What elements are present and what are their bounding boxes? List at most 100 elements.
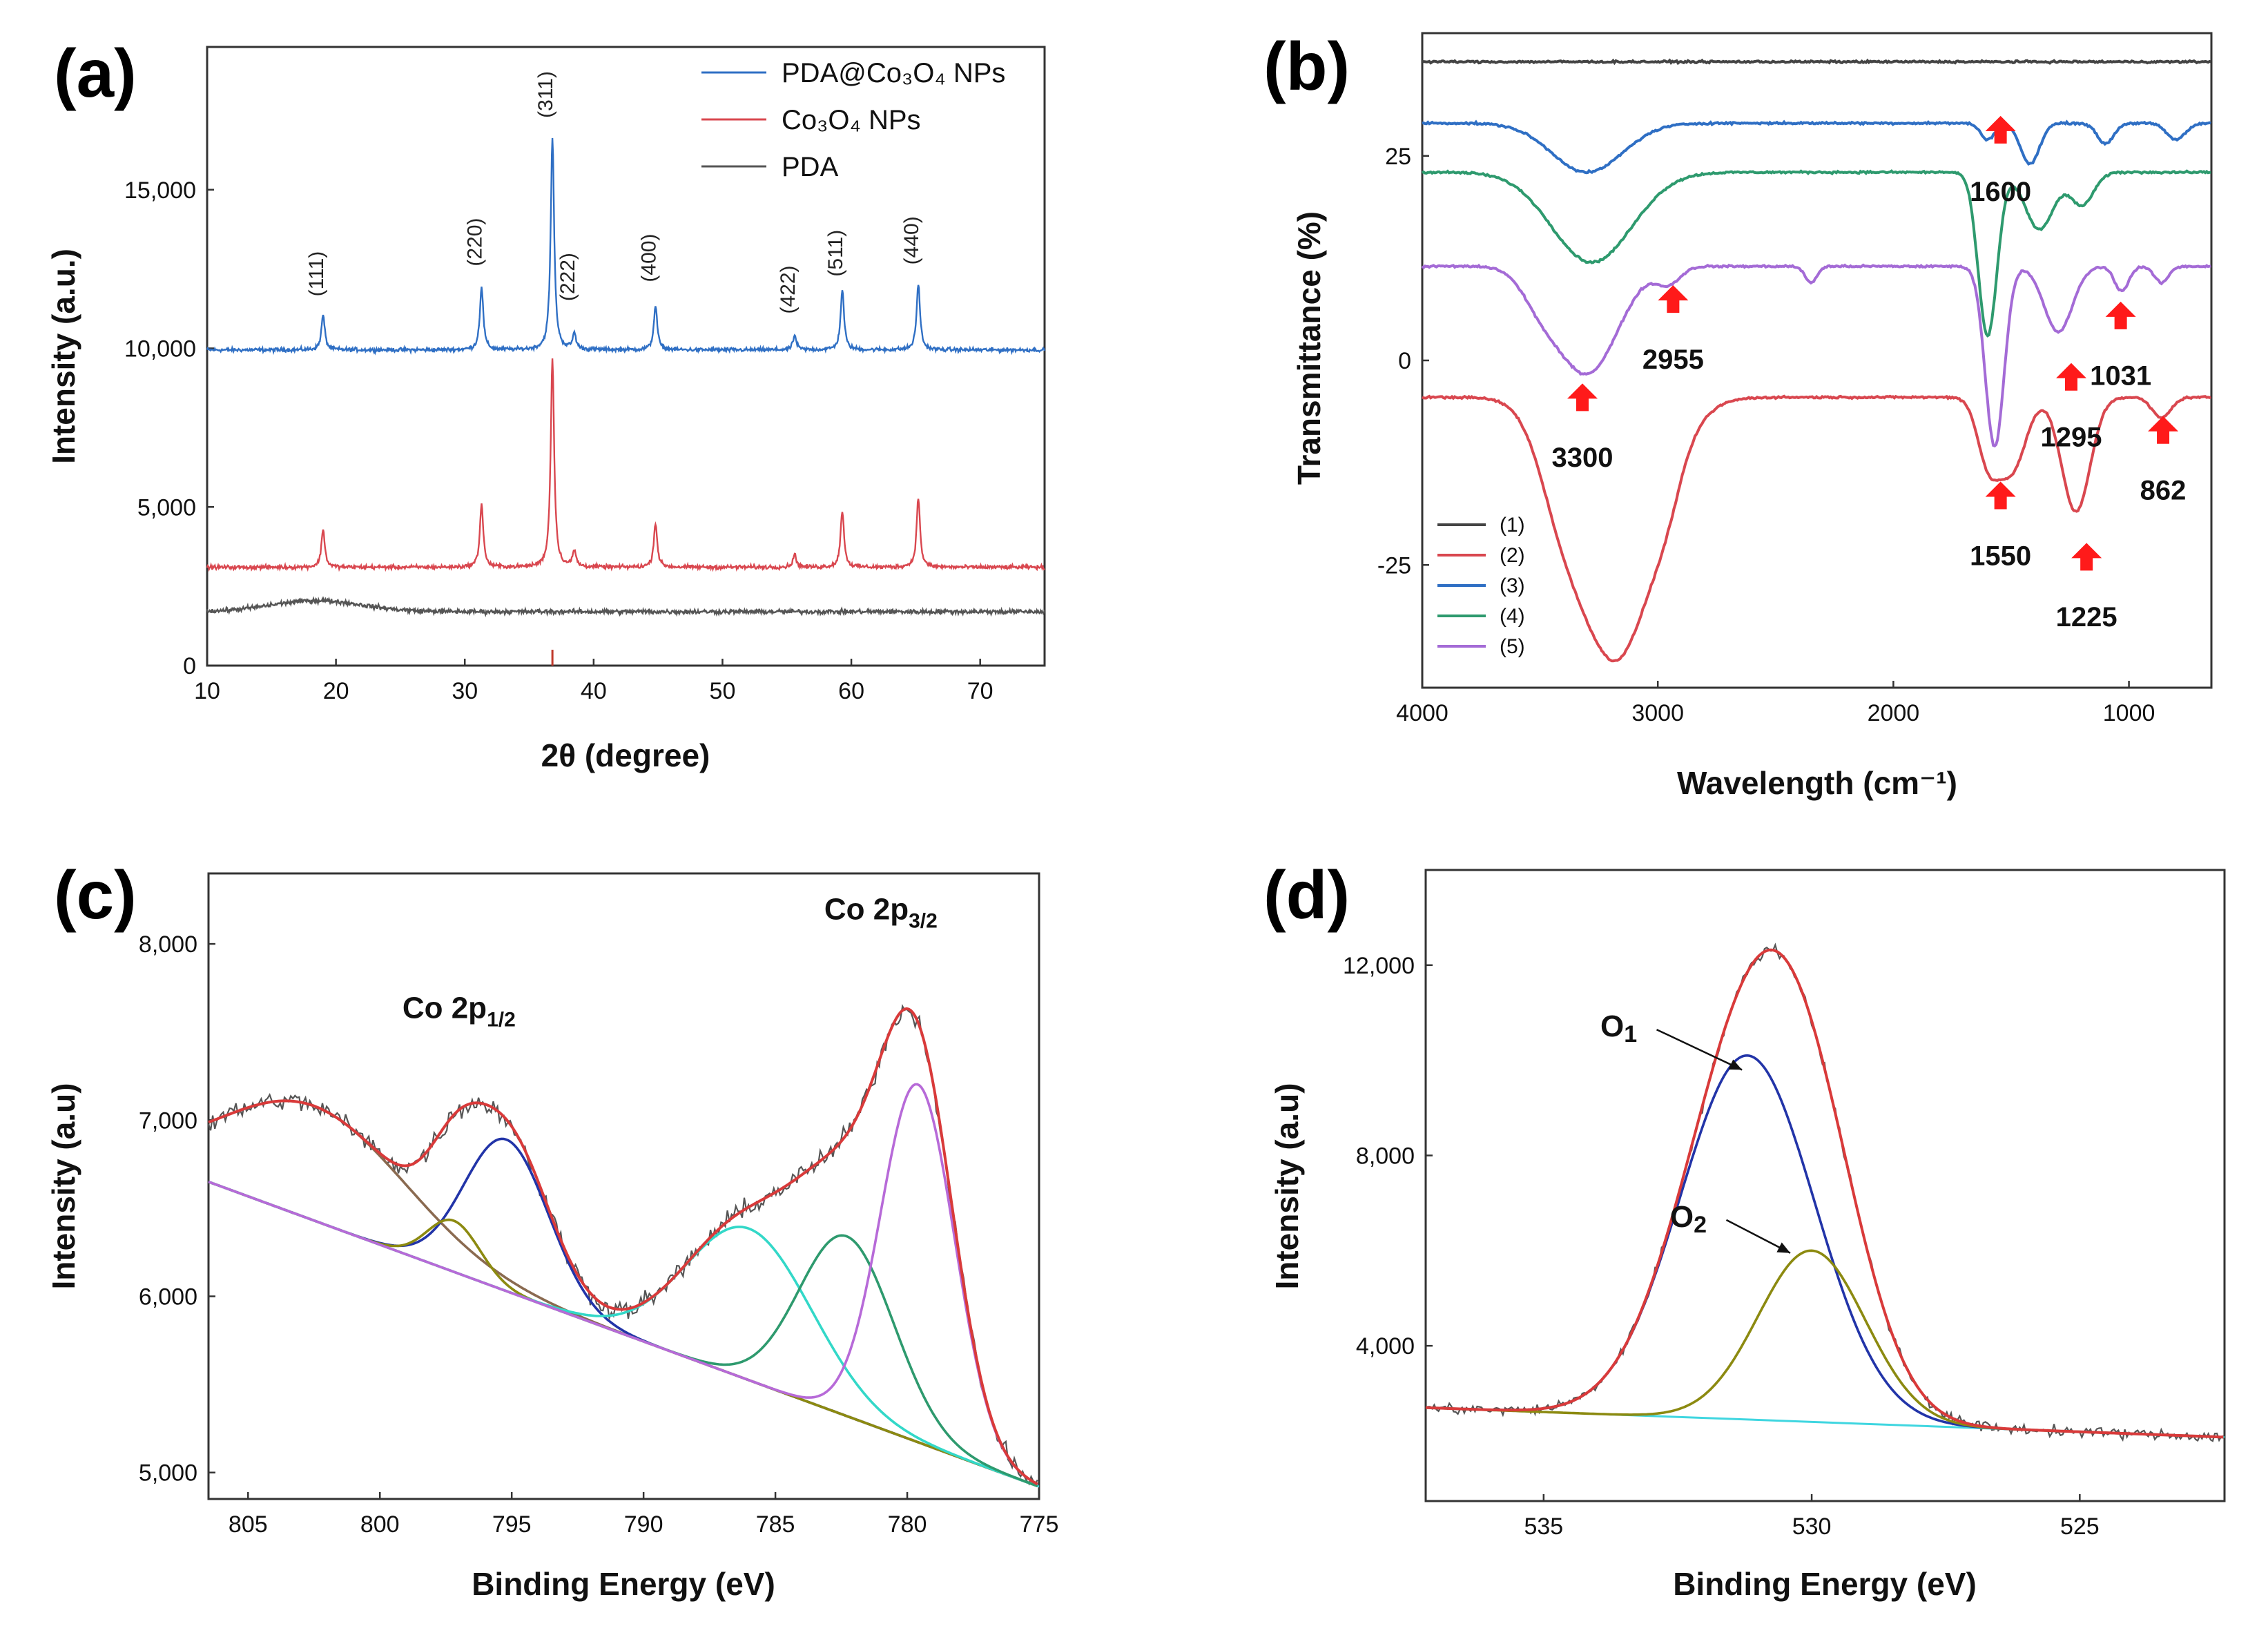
chart-b-series-line: [1421, 263, 2211, 448]
chart-a: (a) 10 20 30 40 50 60 70 0 5,000 10,000 15,000 (11…: [46, 35, 1046, 773]
chart-a-x-axis-title: 2θ (degree): [541, 737, 710, 773]
chart-c-x-tick-label: 800: [360, 1511, 400, 1538]
chart-a-legend-label: PDA@Co₃O₄ NPs: [782, 58, 1005, 88]
chart-c-component-line: [208, 1083, 1038, 1486]
chart-c-frame: [207, 872, 1040, 1500]
chart-b-y-tick-label: 25: [1385, 144, 1411, 170]
chart-a-frame: [206, 46, 1046, 667]
chart-b-series-line: [1422, 119, 2212, 175]
chart-b-y-tick-label: -25: [1377, 552, 1411, 579]
chart-c-x-tick-label: 795: [492, 1511, 532, 1538]
chart-d-y-tick-label: 8,000: [1356, 1143, 1415, 1169]
chart-a-x-tick-label: 20: [323, 678, 349, 704]
chart-b-annotation-label: 1031: [2090, 361, 2151, 391]
chart-c-raw-data-line: [207, 1004, 1038, 1486]
chart-b-legend-label: (4): [1500, 605, 1525, 628]
chart-c-x-tick-label: 785: [756, 1511, 795, 1538]
chart-a-series-line: [206, 137, 1046, 356]
chart-b-y-tick-label: 0: [1398, 348, 1411, 374]
chart-c-peak-annotation-text: Co 2p: [824, 892, 909, 926]
chart-c-peak-annotation: Co 2p3/2: [824, 892, 938, 932]
chart-a-y-tick-label: 10,000: [124, 336, 196, 362]
chart-a-peak-label: (511): [824, 230, 847, 277]
panel-label-d: (d): [1263, 857, 1350, 933]
chart-d-peak-annotation: O2: [1670, 1200, 1707, 1238]
chart-d-y-axis-title: Intensity (a.u): [1269, 1083, 1305, 1289]
chart-d-peak-annotation-subscript: 1: [1624, 1021, 1637, 1047]
chart-d-x-axis-title: Binding Energy (eV): [1673, 1566, 1977, 1602]
chart-b-annotation-label: 3300: [1552, 443, 1613, 473]
chart-d-y-tick-label: 12,000: [1343, 953, 1415, 979]
chart-a-peak-label: (220): [463, 218, 486, 267]
chart-b-legend: (1) (2) (3) (4) (5): [1437, 514, 1525, 658]
panel-label-c: (c): [54, 857, 137, 933]
chart-a-peak-label: (222): [556, 253, 579, 301]
chart-a-x-tick-label: 70: [967, 678, 994, 704]
chart-a-x-tick-label: 40: [581, 678, 607, 704]
chart-c-y-axis-title: Intensity (a.u): [46, 1083, 81, 1289]
chart-c-fit-envelope-line: [208, 1007, 1038, 1486]
chart-b-annotation-label: 1550: [1970, 541, 2031, 571]
chart-a-y-tick-label: 5,000: [137, 494, 196, 521]
chart-c-x-tick-label: 790: [624, 1511, 663, 1538]
chart-a-peak-label: (440): [900, 216, 923, 264]
chart-b-legend-label: (3): [1500, 574, 1525, 597]
chart-b-y-axis-title: Transmittance (%): [1291, 211, 1327, 485]
chart-a-peak-label: (422): [777, 265, 799, 313]
chart-a-y-tick-label: 0: [183, 653, 196, 679]
chart-a-peak-label: (400): [637, 234, 660, 282]
chart-d-peak-annotation-text: O: [1600, 1009, 1624, 1043]
chart-d-peak-annotation: O1: [1600, 1009, 1637, 1047]
chart-c-peak-annotation-subscript: 3/2: [909, 909, 938, 932]
chart-a-legend: PDA@Co₃O₄ NPs Co₃O₄ NPs PDA: [701, 58, 1005, 182]
chart-b-x-axis-title: Wavelength (cm⁻¹): [1677, 765, 1957, 801]
chart-b-annotation-arrow: [2148, 416, 2179, 444]
chart-a-y-tick-label: 15,000: [124, 177, 196, 204]
chart-b-annotation-label: 1600: [1970, 177, 2031, 207]
chart-d-annotation-arrow-line: [1656, 1029, 1743, 1071]
chart-c-x-axis-title: Binding Energy (eV): [472, 1566, 775, 1602]
chart-b-legend-label: (2): [1500, 544, 1525, 567]
panel-label-b: (b): [1263, 28, 1350, 104]
chart-d-annotation-arrow-head: [1776, 1242, 1791, 1253]
chart-c-x-tick-label: 775: [1020, 1511, 1059, 1538]
chart-b-annotation-arrow: [1567, 383, 1598, 412]
chart-a-x-tick-label: 60: [838, 678, 864, 704]
chart-d-frame: [1424, 869, 2226, 1502]
chart-b-legend-label: (1): [1500, 514, 1525, 536]
chart-d-x-tick-label: 535: [1524, 1513, 1563, 1540]
chart-d-annotation-arrow-head: [1728, 1059, 1743, 1070]
chart-d-peak-annotation-subscript: 2: [1694, 1212, 1707, 1238]
chart-d-raw-data-line: [1425, 942, 2224, 1442]
chart-c-peak-annotation: Co 2p1/2: [403, 991, 516, 1031]
chart-d-x-tick-label: 525: [2060, 1513, 2100, 1540]
chart-b-annotation-arrow: [2071, 543, 2102, 571]
chart-b-x-tick-label: 4000: [1396, 700, 1448, 726]
chart-b-annotation-label: 862: [2140, 475, 2187, 505]
chart-d-x-tick-label: 530: [1792, 1513, 1832, 1540]
chart-a-legend-label: PDA: [782, 152, 839, 182]
chart-a-x-tick-label: 50: [710, 678, 736, 704]
chart-d-y-tick-label: 4,000: [1356, 1333, 1415, 1360]
chart-b-annotation-arrow: [2105, 301, 2136, 329]
chart-a-peak-label: (111): [305, 251, 328, 297]
chart-a-legend-label: Co₃O₄ NPs: [782, 105, 921, 135]
chart-b-series-line: [1422, 394, 2211, 663]
chart-d-peak-annotation-text: O: [1670, 1200, 1694, 1234]
chart-a-x-tick-label: 10: [194, 678, 220, 704]
chart-c-y-tick-label: 7,000: [139, 1107, 197, 1134]
chart-d-component-line: [1425, 1054, 2224, 1439]
chart-b-series-line: [1422, 58, 2211, 66]
chart-a-peak-label: (311): [534, 71, 557, 118]
chart-b-annotation-arrow: [2055, 362, 2086, 391]
chart-b-x-tick-label: 1000: [2103, 700, 2155, 726]
chart-b-annotation-label: 2955: [1642, 345, 1704, 375]
chart-a-y-axis-title: Intensity (a.u.): [46, 249, 81, 464]
chart-c-peak-annotation-text: Co 2p: [403, 991, 487, 1025]
chart-b: (b) 4000 3000 2000 1000 25 0 -25 1600 2955 1031 3…: [1263, 28, 2213, 801]
chart-b-annotation-arrow: [1985, 481, 2016, 510]
chart-b-x-tick-label: 3000: [1631, 700, 1684, 726]
chart-b-annotation-arrow: [1985, 115, 2016, 144]
